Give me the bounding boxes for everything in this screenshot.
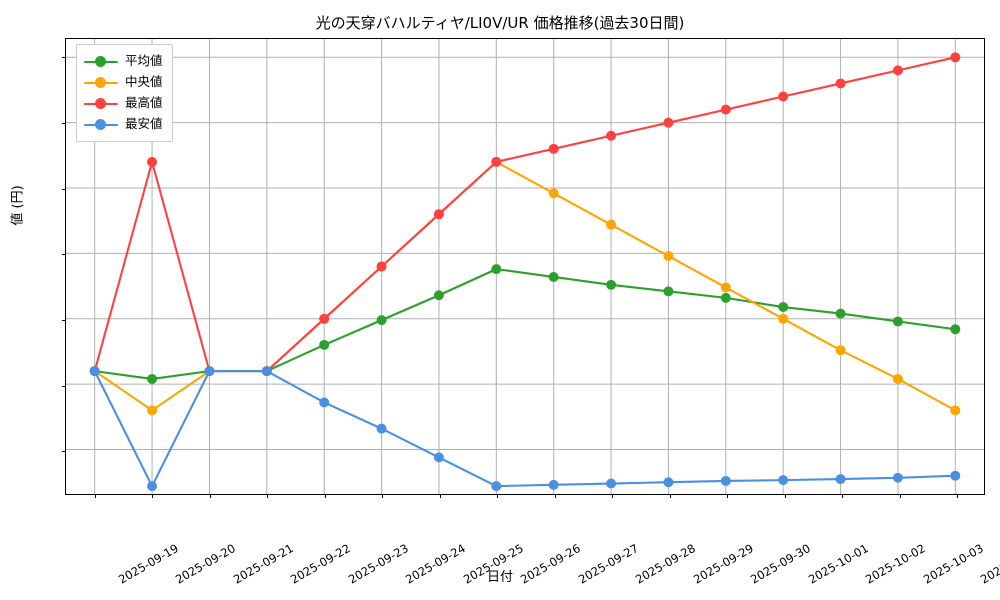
series-line-0: [93, 268, 957, 380]
data-point: [319, 313, 330, 324]
data-point: [491, 481, 502, 492]
x-tick-mark: [842, 494, 844, 498]
x-tick-mark: [957, 494, 959, 498]
data-point: [491, 264, 502, 275]
x-tick-mark: [554, 494, 556, 498]
data-point: [892, 316, 903, 327]
data-point: [835, 78, 846, 89]
data-point: [720, 104, 731, 115]
chart-title: 光の天穿バハルティヤ/LI0V/UR 価格推移(過去30日間): [315, 14, 685, 32]
data-point: [548, 143, 559, 154]
y-axis-label: 値 (円): [10, 185, 26, 226]
x-tick-mark: [382, 494, 384, 498]
x-tick-mark: [497, 494, 499, 498]
series-line-3: [93, 370, 957, 488]
data-point: [606, 279, 617, 290]
data-point: [606, 130, 617, 141]
chart-legend: 平均値中央値最高値最安値: [76, 44, 173, 142]
data-point: [376, 315, 387, 326]
data-point: [720, 475, 731, 486]
plot-area: 50751001251501752002025-09-192025-09-202…: [62, 38, 1000, 587]
legend-label: 中央値: [125, 74, 163, 90]
legend-item-3[interactable]: 最安値: [84, 114, 163, 135]
data-point: [89, 366, 100, 377]
data-point: [720, 282, 731, 293]
y-tick-mark: [62, 123, 66, 125]
data-point: [606, 478, 617, 489]
data-point: [778, 302, 789, 313]
y-tick-mark: [62, 188, 66, 190]
data-point: [204, 366, 215, 377]
x-axis-label: 日付: [486, 570, 513, 585]
data-point: [147, 156, 158, 167]
y-tick-mark: [62, 320, 66, 322]
data-point: [835, 308, 846, 319]
legend-label: 最安値: [125, 116, 163, 132]
legend-swatch-icon: [84, 76, 118, 90]
data-point: [950, 405, 961, 416]
legend-label: 最高値: [125, 95, 163, 111]
y-tick-mark: [62, 254, 66, 256]
legend-swatch-icon: [84, 55, 118, 69]
data-point: [720, 292, 731, 303]
data-point: [376, 261, 387, 272]
data-point: [663, 477, 674, 488]
data-point: [261, 366, 272, 377]
data-point: [663, 117, 674, 128]
x-tick-mark: [209, 494, 211, 498]
series-layer: [89, 52, 961, 492]
x-tick-mark: [784, 494, 786, 498]
data-point: [433, 209, 444, 220]
x-tick-mark: [152, 494, 154, 498]
x-tick-mark: [267, 494, 269, 498]
data-point: [376, 423, 387, 434]
data-point: [835, 474, 846, 485]
data-point: [491, 156, 502, 167]
data-point: [319, 397, 330, 408]
data-point: [663, 286, 674, 297]
legend-item-0[interactable]: 平均値: [84, 51, 163, 72]
data-point: [950, 52, 961, 63]
data-point: [892, 472, 903, 483]
legend-item-2[interactable]: 最高値: [84, 93, 163, 114]
legend-item-1[interactable]: 中央値: [84, 72, 163, 93]
gridlines: [66, 39, 984, 494]
x-tick-mark: [439, 494, 441, 498]
data-point: [950, 324, 961, 335]
data-point: [835, 345, 846, 356]
data-point: [778, 475, 789, 486]
data-point: [950, 470, 961, 481]
data-point: [892, 65, 903, 76]
data-point: [147, 373, 158, 384]
x-tick-mark: [669, 494, 671, 498]
data-point: [319, 339, 330, 350]
legend-swatch-icon: [84, 97, 118, 111]
x-tick-mark: [612, 494, 614, 498]
x-tick-mark: [727, 494, 729, 498]
x-tick-mark: [899, 494, 901, 498]
x-tick-mark: [324, 494, 326, 498]
series-line-1: [93, 160, 957, 412]
y-tick-mark: [62, 385, 66, 387]
data-point: [892, 373, 903, 384]
y-tick-mark: [62, 57, 66, 59]
data-point: [147, 481, 158, 492]
series-line-2: [93, 56, 957, 373]
data-point: [433, 290, 444, 301]
data-point: [548, 188, 559, 199]
data-point: [548, 479, 559, 490]
data-point: [147, 405, 158, 416]
data-point: [778, 313, 789, 324]
x-tick-mark: [94, 494, 96, 498]
data-point: [778, 91, 789, 102]
data-point: [606, 219, 617, 230]
legend-label: 平均値: [125, 53, 163, 69]
data-point: [663, 251, 674, 262]
data-point: [548, 271, 559, 282]
legend-swatch-icon: [84, 118, 118, 132]
y-tick-mark: [62, 451, 66, 453]
data-point: [433, 452, 444, 463]
